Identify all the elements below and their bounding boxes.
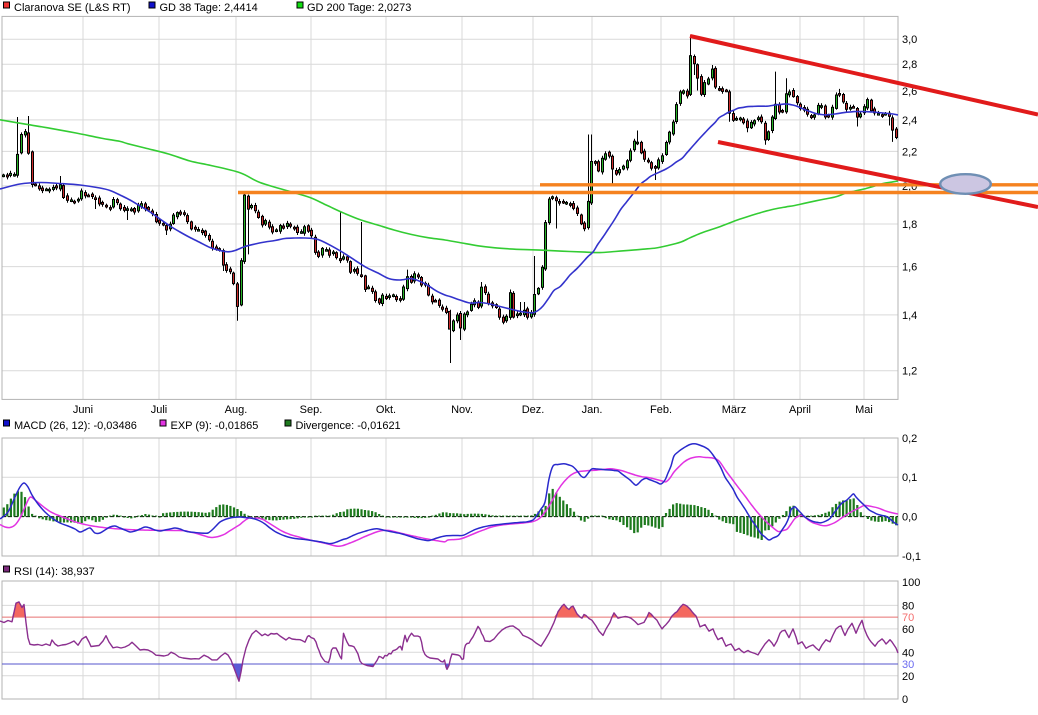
svg-text:Jan.: Jan. bbox=[582, 404, 603, 416]
svg-text:80: 80 bbox=[902, 600, 914, 612]
svg-text:0,0: 0,0 bbox=[902, 512, 917, 524]
svg-text:EXP (9): -0,01865: EXP (9): -0,01865 bbox=[171, 420, 259, 432]
svg-text:Divergence: -0,01621: Divergence: -0,01621 bbox=[296, 420, 401, 432]
svg-text:April: April bbox=[789, 404, 811, 416]
svg-text:Feb.: Feb. bbox=[650, 404, 672, 416]
svg-text:2,4: 2,4 bbox=[902, 115, 917, 127]
svg-text:40: 40 bbox=[902, 647, 914, 659]
svg-text:Sep.: Sep. bbox=[300, 404, 323, 416]
svg-text:1,2: 1,2 bbox=[902, 366, 917, 378]
svg-text:GD 38 Tage: 2,4414: GD 38 Tage: 2,4414 bbox=[160, 2, 258, 14]
svg-text:0: 0 bbox=[902, 694, 908, 706]
svg-text:Aug.: Aug. bbox=[225, 404, 248, 416]
svg-text:60: 60 bbox=[902, 624, 914, 636]
svg-text:100: 100 bbox=[902, 577, 920, 589]
svg-text:2,6: 2,6 bbox=[902, 86, 917, 98]
svg-text:-0,1: -0,1 bbox=[902, 551, 921, 563]
svg-text:März: März bbox=[722, 404, 746, 416]
svg-text:3,0: 3,0 bbox=[902, 34, 917, 46]
svg-text:30: 30 bbox=[902, 659, 914, 671]
svg-text:2,8: 2,8 bbox=[902, 59, 917, 71]
svg-text:Mai: Mai bbox=[855, 404, 873, 416]
svg-text:GD 200 Tage: 2,0273: GD 200 Tage: 2,0273 bbox=[307, 2, 411, 14]
svg-text:2,2: 2,2 bbox=[902, 146, 917, 158]
svg-text:20: 20 bbox=[902, 671, 914, 683]
svg-text:1,8: 1,8 bbox=[902, 219, 917, 231]
svg-text:RSI (14): 38,937: RSI (14): 38,937 bbox=[14, 566, 95, 578]
svg-text:Juli: Juli bbox=[151, 404, 168, 416]
svg-text:0,1: 0,1 bbox=[902, 472, 917, 484]
svg-text:MACD (26, 12): -0,03486: MACD (26, 12): -0,03486 bbox=[14, 420, 137, 432]
svg-text:70: 70 bbox=[902, 612, 914, 624]
svg-text:Dez.: Dez. bbox=[522, 404, 545, 416]
svg-text:Nov.: Nov. bbox=[451, 404, 473, 416]
svg-text:1,4: 1,4 bbox=[902, 310, 917, 322]
svg-text:0,2: 0,2 bbox=[902, 433, 917, 445]
svg-text:Okt.: Okt. bbox=[376, 404, 396, 416]
svg-text:Juni: Juni bbox=[73, 404, 93, 416]
svg-text:1,6: 1,6 bbox=[902, 262, 917, 274]
svg-text:Claranova SE (L&S RT): Claranova SE (L&S RT) bbox=[14, 2, 131, 14]
